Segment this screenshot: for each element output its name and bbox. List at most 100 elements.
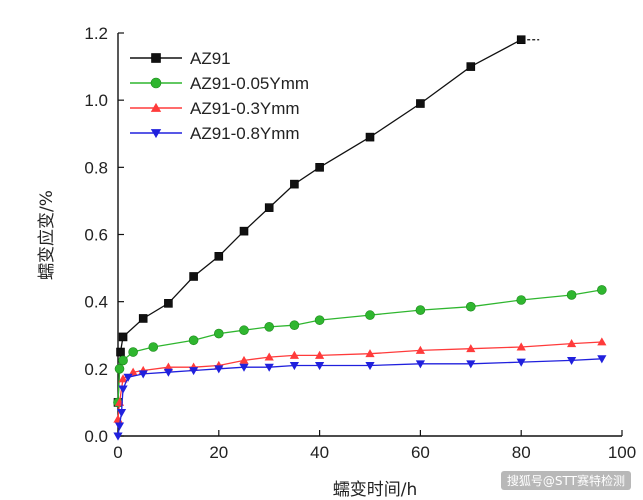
data-point [164, 299, 173, 308]
data-point [290, 179, 299, 189]
data-point [118, 355, 128, 366]
legend-marker [151, 53, 161, 63]
data-point [465, 301, 476, 312]
series-0 [113, 35, 526, 407]
data-point [365, 310, 375, 320]
data-point [163, 362, 173, 371]
y-axis-title: 蠕变应变/% [37, 190, 57, 280]
x-tick-label: 60 [411, 443, 430, 462]
series-3 [113, 355, 607, 441]
data-point [239, 355, 249, 364]
data-point [516, 295, 527, 305]
data-point [163, 368, 173, 377]
legend-item-1: AZ91-0.05Ymm [130, 74, 309, 93]
data-point [597, 355, 607, 364]
data-point [264, 322, 275, 332]
data-point [189, 272, 198, 281]
data-point [148, 342, 159, 352]
data-point [214, 252, 224, 261]
y-tick-label: 0.8 [84, 158, 108, 177]
x-tick-label: 80 [512, 443, 531, 462]
legend-item-3: AZ91-0.8Ymm [130, 124, 300, 143]
x-tick-label: 100 [608, 443, 636, 462]
data-point [138, 370, 148, 379]
x-tick-label: 40 [310, 443, 329, 462]
series-1 [113, 285, 607, 408]
y-tick-label: 0.6 [84, 226, 108, 245]
series-line [117, 341, 602, 420]
legend-label: AZ91 [190, 49, 231, 68]
y-tick-label: 1.2 [84, 24, 108, 43]
data-point [416, 99, 425, 108]
data-point [516, 35, 526, 45]
data-point [138, 314, 148, 323]
data-point [597, 285, 607, 295]
data-point [116, 347, 125, 357]
data-point [289, 320, 300, 330]
watermark-text: 搜狐号@STT赛特检测 [500, 471, 631, 490]
legend-item-0: AZ91 [130, 49, 231, 68]
data-point [415, 360, 425, 369]
series-line [117, 39, 522, 403]
legend-item-2: AZ91-0.3Ymm [130, 99, 300, 118]
data-point [516, 358, 526, 367]
series-line [117, 358, 602, 437]
data-point [365, 362, 375, 371]
data-point [118, 374, 128, 383]
data-point [214, 328, 224, 339]
data-point [113, 432, 123, 441]
data-point [289, 350, 299, 359]
data-point [128, 367, 138, 376]
data-point [466, 62, 476, 71]
data-point [128, 347, 138, 357]
data-point [567, 356, 577, 366]
y-tick-label: 1.0 [84, 91, 108, 110]
data-point [365, 349, 375, 358]
data-point [289, 362, 299, 371]
data-point [415, 305, 426, 315]
legend-marker [150, 77, 162, 89]
y-tick-label: 0.2 [84, 360, 108, 379]
legend-marker [150, 129, 162, 139]
data-point [114, 422, 125, 431]
data-point [264, 363, 274, 372]
y-tick-label: 0.0 [84, 427, 108, 446]
ticks: 0 20 40 60 80 100 0.0 0.2 0.4 0.6 0.8 1.0 1.2 [84, 24, 636, 462]
data-point [567, 339, 577, 348]
data-point [314, 315, 325, 325]
data-point [315, 350, 325, 359]
legend-label: AZ91-0.8Ymm [190, 124, 300, 143]
data-point [516, 342, 526, 351]
data-point [239, 226, 249, 236]
data-point [116, 409, 127, 418]
data-point [315, 362, 325, 371]
data-point [466, 344, 476, 353]
data-point [118, 385, 128, 394]
legend-marker [150, 102, 162, 112]
data-point [597, 337, 607, 346]
data-point [123, 373, 133, 382]
data-point [214, 365, 224, 374]
data-point [189, 367, 199, 376]
data-point [239, 325, 249, 336]
data-point [566, 290, 577, 300]
data-point [264, 352, 274, 361]
legend-label: AZ91-0.05Ymm [190, 74, 309, 93]
data-point [114, 364, 125, 374]
data-point [415, 345, 425, 354]
data-point [118, 332, 128, 342]
x-tick-label: 20 [209, 443, 228, 462]
x-axis-title: 蠕变时间/h [333, 480, 418, 500]
series-2 [113, 337, 607, 423]
data-point [264, 203, 274, 212]
legend-label: AZ91-0.3Ymm [190, 99, 300, 118]
y-tick-label: 0.4 [84, 293, 108, 312]
data-point [188, 335, 199, 346]
data-point [466, 360, 476, 369]
x-tick-label: 0 [113, 443, 122, 462]
data-point [239, 363, 249, 372]
series-group [113, 35, 607, 441]
legend: AZ91 AZ91-0.05Ymm AZ91-0.3Ymm AZ91-0.8Ymm [130, 49, 309, 143]
data-point [315, 163, 324, 172]
